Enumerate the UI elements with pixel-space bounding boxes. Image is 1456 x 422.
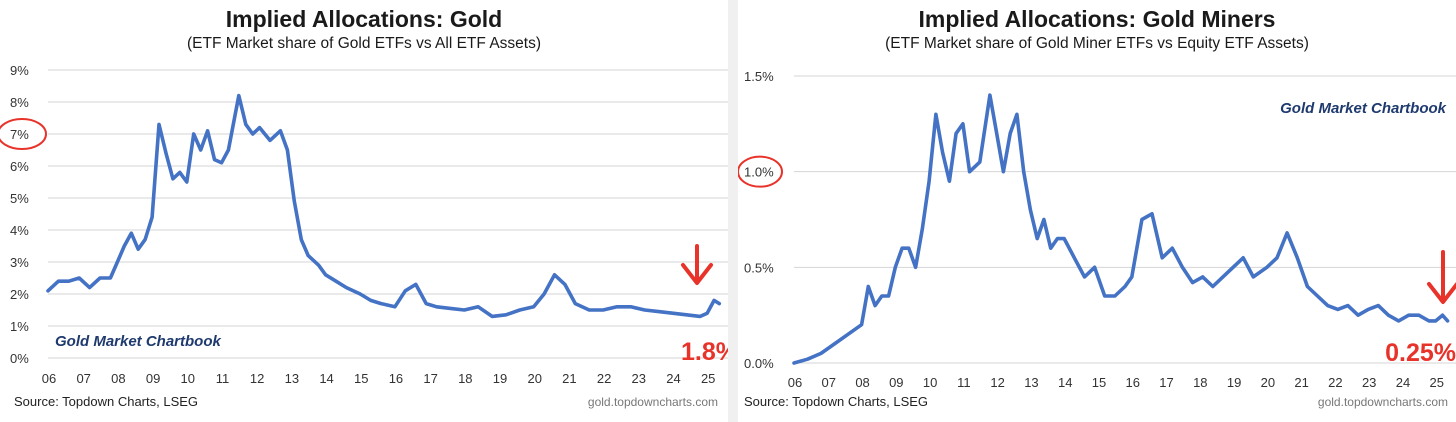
callout-value: 0.25% (1385, 339, 1456, 367)
chart-title: Implied Allocations: Gold (225, 6, 503, 32)
y-tick-label: 9% (10, 63, 29, 78)
x-tick-label: 13 (285, 371, 299, 386)
site-label: gold.topdowncharts.com (588, 395, 718, 409)
x-tick-label: 16 (389, 371, 403, 386)
y-tick-label: 7% (10, 127, 29, 142)
site-label: gold.topdowncharts.com (1318, 395, 1448, 409)
x-tick-label: 10 (923, 375, 937, 390)
highlight-circle (738, 155, 783, 188)
x-tick-label: 09 (146, 371, 160, 386)
x-tick-label: 11 (957, 375, 971, 390)
x-tick-label: 19 (493, 371, 507, 386)
chart-subtitle: (ETF Market share of Gold Miner ETFs vs … (885, 35, 1309, 52)
brand-label: Gold Market Chartbook (1280, 100, 1447, 117)
x-tick-label: 15 (354, 371, 368, 386)
y-tick-label: 1% (10, 319, 29, 334)
y-tick-label: 0.0% (744, 356, 774, 371)
x-tick-label: 13 (1024, 375, 1038, 390)
series-line (46, 93, 722, 319)
x-tick-label: 21 (1294, 375, 1308, 390)
x-tick-label: 14 (1058, 375, 1072, 390)
x-tick-label: 24 (1396, 375, 1410, 390)
x-tick-label: 08 (855, 375, 869, 390)
down-arrow-head (1427, 282, 1456, 304)
x-tick-label: 07 (76, 371, 90, 386)
y-tick-label: 2% (10, 287, 29, 302)
brand-label: Gold Market Chartbook (55, 333, 222, 350)
x-tick-label: 15 (1092, 375, 1106, 390)
source-label: Source: Topdown Charts, LSEG (14, 394, 198, 409)
x-tick-label: 11 (216, 371, 230, 386)
gold-chart-svg: 0% 1% 2% 3% 4% 5% 6% 7% 8% 9% 06 07 08 09 10 11 12 13 14 15… (0, 63, 728, 409)
panel-divider (728, 0, 738, 422)
source-label: Source: Topdown Charts, LSEG (744, 394, 928, 409)
x-tick-label: 06 (42, 371, 56, 386)
gold-miners-chart-panel: Implied Allocations: Gold Miners (ETF Ma… (738, 0, 1456, 422)
x-tick-label: 10 (181, 371, 195, 386)
x-tick-label: 12 (250, 371, 264, 386)
x-tick-label: 08 (111, 371, 125, 386)
y-tick-label: 5% (10, 191, 29, 206)
callout-value: 1.8% (681, 338, 728, 366)
x-tick-label: 12 (990, 375, 1004, 390)
x-tick-label: 23 (632, 371, 646, 386)
series-line (792, 93, 1450, 365)
y-tick-label: 1.0% (744, 165, 774, 180)
x-tick-label: 21 (562, 371, 576, 386)
y-tick-label: 4% (10, 223, 29, 238)
y-tick-label: 3% (10, 255, 29, 270)
x-tick-label: 24 (666, 371, 680, 386)
y-tick-label: 1.5% (744, 69, 774, 84)
x-tick-label: 06 (788, 375, 802, 390)
x-tick-label: 09 (889, 375, 903, 390)
chart-subtitle: (ETF Market share of Gold ETFs vs All ET… (187, 35, 541, 52)
x-tick-label: 22 (1328, 375, 1342, 390)
x-tick-label: 07 (822, 375, 836, 390)
x-tick-label: 23 (1362, 375, 1376, 390)
down-arrow-head (681, 263, 713, 285)
x-tick-label: 18 (458, 371, 472, 386)
x-tick-label: 17 (423, 371, 437, 386)
y-tick-label: 6% (10, 159, 29, 174)
highlight-circle (0, 118, 47, 150)
x-tick-label: 22 (597, 371, 611, 386)
x-tick-label: 16 (1126, 375, 1140, 390)
x-tick-label: 14 (319, 371, 333, 386)
x-tick-label: 25 (701, 371, 715, 386)
x-tick-label: 17 (1159, 375, 1173, 390)
y-tick-label: 8% (10, 95, 29, 110)
x-tick-label: 19 (1227, 375, 1241, 390)
x-tick-label: 25 (1430, 375, 1444, 390)
gold-chart-panel: Implied Allocations: Gold (ETF Market sh… (0, 6, 728, 409)
x-tick-label: 20 (1261, 375, 1275, 390)
y-tick-label: 0% (10, 351, 29, 366)
chart-title: Implied Allocations: Gold Miners (918, 6, 1276, 32)
y-tick-label: 0.5% (744, 260, 774, 275)
x-tick-label: 18 (1193, 375, 1207, 390)
x-tick-label: 20 (527, 371, 541, 386)
gold-miners-chart-svg: 0.0% 0.5% 1.0% 1.5% 06 07 08 09 10 11 12 13 14 15 16 17… (738, 69, 1456, 409)
